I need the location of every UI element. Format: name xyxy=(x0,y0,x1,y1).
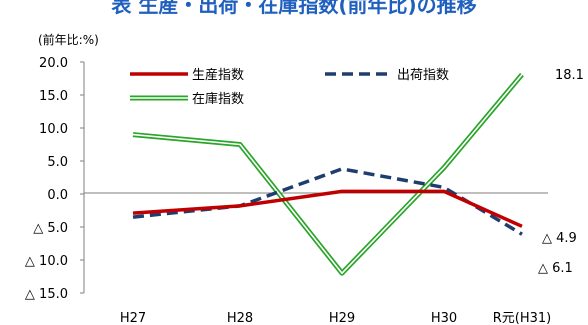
legend-label-production: 生産指数 xyxy=(192,67,244,83)
x-tick-label: H27 xyxy=(120,311,146,325)
x-tick-label: H30 xyxy=(431,311,457,325)
legend-label-inventory: 在庫指数 xyxy=(192,92,244,107)
y-tick-label: 20.0 xyxy=(39,56,68,71)
data-labels: 18.1 △ 4.9 △ 6.1 xyxy=(538,68,584,276)
y-tick-label: △ 5.0 xyxy=(33,221,68,236)
unit-label: (前年比:%) xyxy=(38,32,99,47)
series-layer xyxy=(132,72,524,276)
series-line-production xyxy=(132,189,523,228)
data-label-shipment-last: △ 6.1 xyxy=(538,261,573,276)
x-tick-label: H28 xyxy=(227,311,253,325)
data-label-inventory-last: 18.1 xyxy=(555,68,584,83)
x-ticks: H27 H28 H29 H30 R元(H31) xyxy=(120,311,551,325)
x-tick-label: H29 xyxy=(329,311,355,325)
legend-label-shipment: 出荷指数 xyxy=(397,68,449,83)
series-line-inventory-inner xyxy=(132,74,523,275)
y-tick-label: 15.0 xyxy=(39,89,68,104)
y-tick-label: 5.0 xyxy=(47,155,68,170)
y-tick-label: 10.0 xyxy=(39,122,68,137)
y-ticks: 20.0 15.0 10.0 5.0 0.0 △ 5.0 △ 10.0 △ 15.0 xyxy=(25,56,84,302)
data-label-production-last: △ 4.9 xyxy=(542,231,577,246)
chart-axes xyxy=(83,62,548,293)
legend: 生産指数 出荷指数 在庫指数 xyxy=(130,67,449,107)
y-tick-label: △ 10.0 xyxy=(25,254,68,269)
y-tick-label: 0.0 xyxy=(47,188,68,203)
y-tick-label: △ 15.0 xyxy=(25,287,68,302)
page-title: 表 生産・出荷・在庫指数(前年比)の推移 xyxy=(111,0,477,17)
x-tick-label: R元(H31) xyxy=(493,311,552,325)
